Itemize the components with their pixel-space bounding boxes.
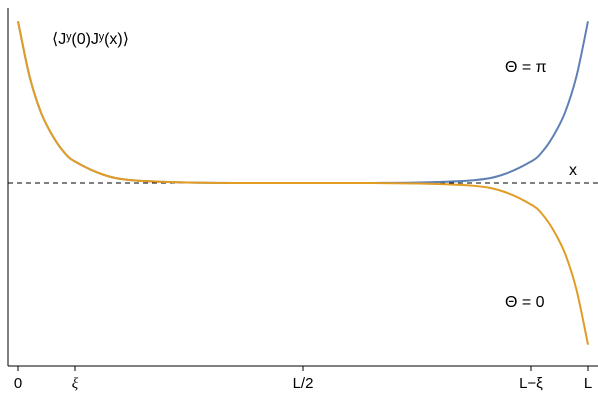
x-tick-label: L/2 xyxy=(293,375,314,392)
x-axis-label: x xyxy=(569,162,577,179)
x-tick-label: L xyxy=(584,375,592,392)
chart-title: ⟨Jʸ(0)Jʸ(x)⟩ xyxy=(52,31,129,48)
x-tick-label: 0 xyxy=(14,375,22,392)
x-tick-label: ξ xyxy=(72,376,79,392)
x-ticks: 0 ξ L/2 L−ξ L xyxy=(14,366,592,392)
x-tick-label: L−ξ xyxy=(519,375,543,392)
series-label-theta-zero: Θ = 0 xyxy=(505,294,545,311)
series-label-theta-pi: Θ = π xyxy=(505,59,547,76)
series-lines xyxy=(17,21,589,345)
series-line-1 xyxy=(17,21,589,345)
